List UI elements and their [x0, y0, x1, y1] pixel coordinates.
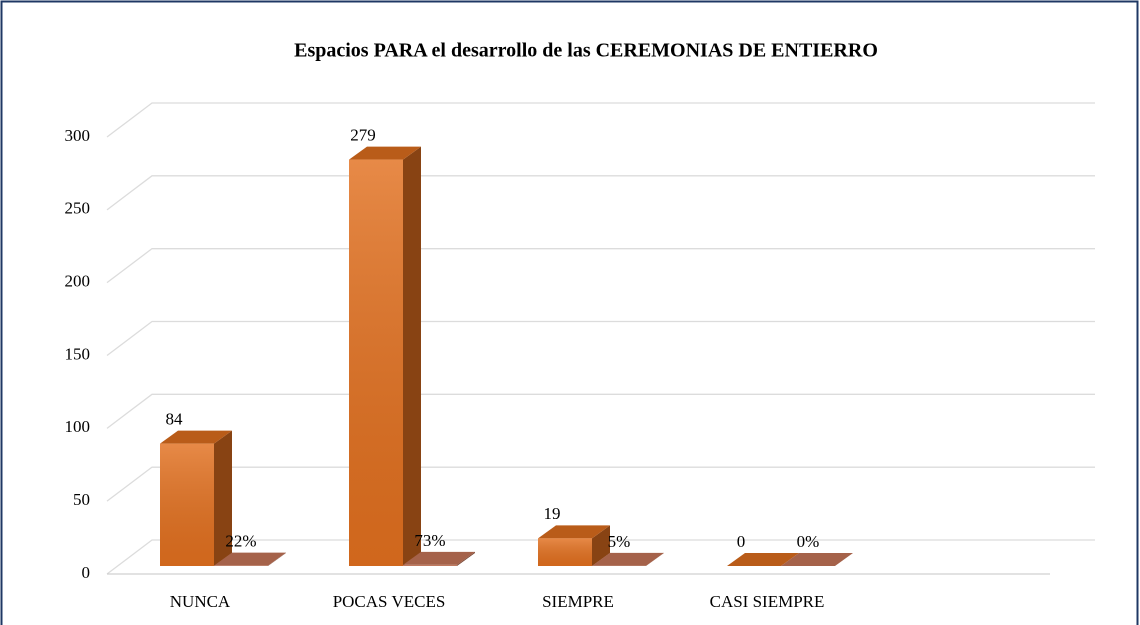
bar-shade [349, 159, 403, 566]
bar-side [646, 552, 664, 566]
bar-side [268, 552, 286, 566]
grid-line [106, 248, 1095, 284]
bar-top [160, 430, 232, 444]
y-tick-label: 50 [73, 490, 90, 509]
grid-line [106, 102, 1095, 138]
grid-line [106, 320, 1095, 357]
bar-top [781, 553, 853, 566]
y-tick-label: 250 [65, 199, 91, 218]
x-tick-label: SIEMPRE [542, 592, 614, 611]
bar-top [727, 553, 799, 566]
bar-side [214, 430, 232, 566]
data-label: 0 [737, 532, 746, 551]
grid-line [106, 175, 1095, 211]
data-label: 73% [414, 531, 445, 550]
data-label: 279 [350, 125, 376, 144]
bar-shade [403, 564, 457, 566]
x-tick-label: POCAS VECES [333, 592, 446, 611]
bar-side [592, 525, 610, 566]
grid-line [106, 539, 1095, 575]
bar-top [538, 525, 610, 539]
y-tick-label: 200 [65, 272, 91, 291]
chart-title: Espacios PARA el desarrollo de las CEREM… [294, 40, 878, 62]
bar-top [214, 552, 286, 566]
grid-line [106, 466, 1095, 502]
data-label: 5% [608, 532, 631, 551]
y-tick-label: 300 [65, 126, 91, 145]
data-label: 22% [225, 532, 256, 551]
grid-line [106, 393, 1095, 429]
x-tick-label: NUNCA [170, 592, 231, 611]
y-tick-label: 0 [82, 563, 91, 582]
y-tick-label: 150 [65, 344, 91, 363]
bar-top [592, 552, 664, 566]
x-tick-label: CASI SIEMPRE [710, 592, 825, 611]
data-label: 0% [797, 532, 820, 551]
bar-top [403, 551, 475, 565]
data-label: 84 [166, 410, 184, 429]
bar-top [349, 146, 421, 160]
bar-shade [538, 538, 592, 566]
y-tick-label: 100 [65, 417, 91, 436]
bar-shade [160, 443, 214, 566]
bar-side [403, 146, 421, 566]
data-label: 19 [544, 504, 561, 523]
bar-side [457, 551, 475, 566]
